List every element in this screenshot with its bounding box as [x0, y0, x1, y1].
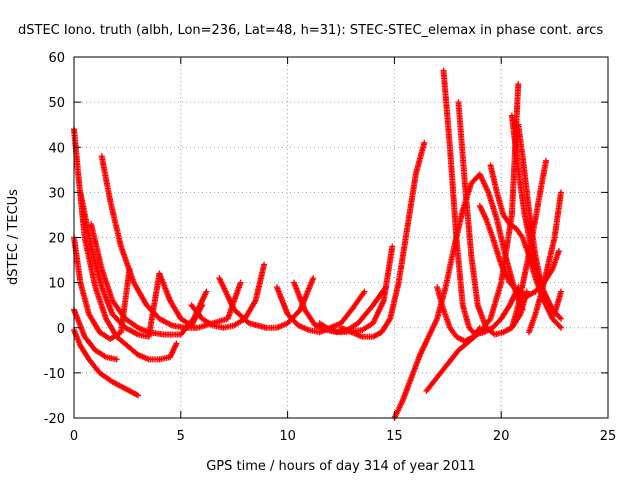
data-point-marker — [261, 261, 268, 268]
y-tick-label: 50 — [48, 96, 65, 111]
data-point-marker — [556, 323, 563, 330]
y-tick-label: 0 — [57, 322, 65, 337]
data-point-marker — [389, 243, 396, 250]
data-series — [338, 139, 428, 340]
data-series — [316, 243, 396, 336]
x-tick-label: 0 — [70, 429, 78, 444]
y-tick-label: -20 — [44, 412, 65, 427]
data-point-marker — [558, 189, 565, 196]
data-series — [71, 327, 142, 399]
data-points — [71, 67, 565, 421]
data-series — [98, 153, 244, 331]
x-tick-label: 10 — [279, 429, 296, 444]
data-point-marker — [199, 302, 206, 309]
data-series — [476, 202, 562, 300]
data-series — [440, 67, 522, 338]
data-point-marker — [421, 139, 428, 146]
y-tick-label: 10 — [48, 277, 65, 292]
y-axis-label: dSTEC / TECUs — [6, 189, 21, 285]
data-point-marker — [361, 288, 368, 295]
x-tick-label: 15 — [386, 429, 403, 444]
x-tick-label: 5 — [177, 429, 185, 444]
data-point-marker — [203, 288, 210, 295]
chart-title: dSTEC Iono. truth (albh, Lon=236, Lat=48… — [18, 23, 603, 38]
y-tick-label: 30 — [48, 186, 65, 201]
data-point-marker — [543, 157, 550, 164]
data-series — [88, 220, 210, 338]
data-point-marker — [555, 248, 562, 255]
data-series — [71, 234, 133, 343]
data-point-marker — [558, 324, 565, 331]
data-point-marker — [476, 324, 483, 331]
x-tick-label: 25 — [600, 429, 617, 444]
data-series — [515, 121, 565, 318]
data-point-marker — [558, 288, 565, 295]
data-point-marker — [556, 314, 563, 321]
data-series — [188, 261, 268, 331]
data-series — [508, 157, 550, 331]
data-series — [525, 189, 565, 336]
y-tick-label: -10 — [44, 367, 65, 382]
data-point-marker — [515, 81, 522, 88]
y-tick-label: 20 — [48, 232, 65, 247]
y-tick-label: 60 — [48, 51, 65, 66]
data-point-marker — [237, 279, 244, 286]
data-point-marker — [310, 275, 317, 282]
x-tick-label: 20 — [493, 429, 510, 444]
data-point-marker — [135, 392, 142, 399]
data-series — [455, 99, 530, 338]
y-tick-label: 40 — [48, 141, 65, 156]
x-axis-label: GPS time / hours of day 314 of year 2011 — [206, 459, 476, 474]
data-point-marker — [113, 356, 120, 363]
data-point-marker — [558, 315, 565, 322]
axis-ticks: 0 5 10 15 20 25 -20 -10 0 10 20 30 40 50 60 — [44, 51, 617, 444]
data-point-marker — [173, 340, 180, 347]
